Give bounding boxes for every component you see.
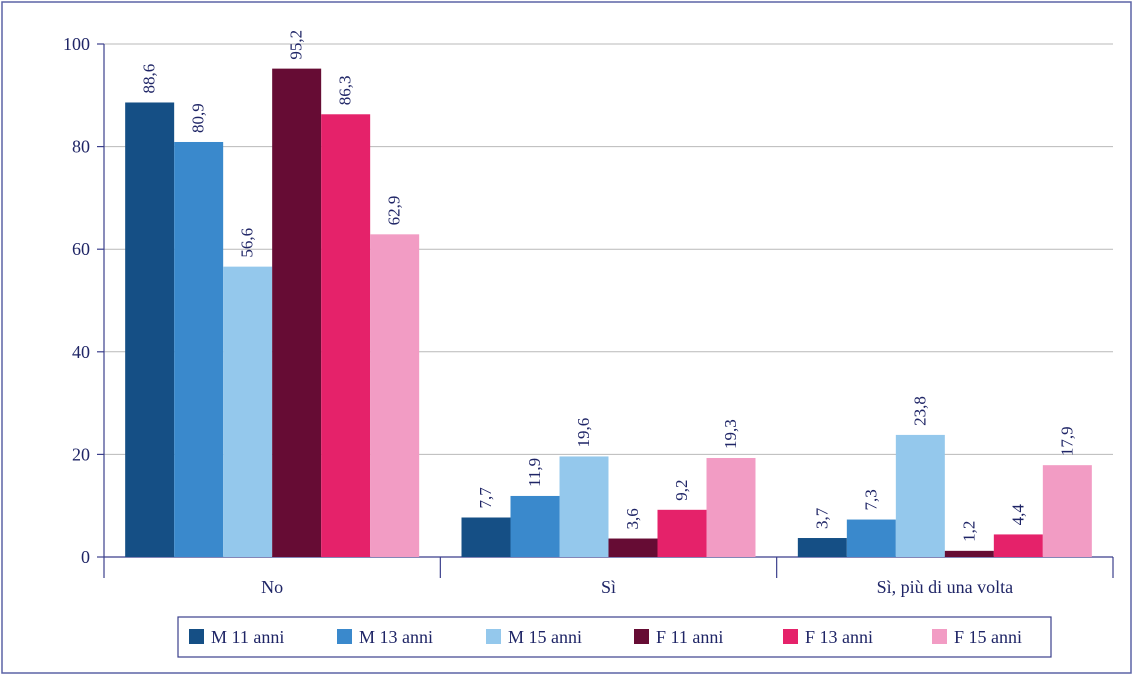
y-tick-label: 60 — [72, 239, 90, 259]
y-tick-label: 0 — [81, 547, 90, 567]
bar-value-label: 4,4 — [1008, 504, 1027, 526]
bar — [1042, 465, 1092, 557]
bar-value-label: 19,6 — [574, 418, 593, 448]
x-tick-label: Sì — [601, 577, 616, 597]
bar — [272, 68, 322, 558]
bar — [895, 434, 945, 557]
legend-label: M 13 anni — [359, 627, 433, 647]
y-tick-label: 40 — [72, 342, 90, 362]
bar — [370, 234, 420, 557]
bar-value-label: 95,2 — [287, 30, 306, 60]
bar-value-label: 80,9 — [189, 103, 208, 133]
bar-value-label: 1,2 — [959, 521, 978, 542]
bar — [706, 457, 756, 557]
bar-value-label: 11,9 — [525, 458, 544, 487]
legend-swatch — [189, 629, 204, 644]
legend-swatch — [337, 629, 352, 644]
bars — [125, 68, 1092, 558]
bar-value-label: 17,9 — [1057, 426, 1076, 456]
x-tick-label: Sì, più di una volta — [877, 577, 1014, 597]
bar — [993, 534, 1043, 557]
legend-swatch — [486, 629, 501, 644]
legend-label: F 15 anni — [954, 627, 1022, 647]
bar-value-label: 86,3 — [336, 76, 355, 106]
bar-value-label: 3,6 — [623, 508, 642, 529]
y-tick-label: 80 — [72, 137, 90, 157]
legend-swatch — [932, 629, 947, 644]
legend-box — [177, 616, 1052, 658]
bar — [608, 538, 658, 557]
bar — [461, 517, 511, 557]
bar-value-label: 23,8 — [910, 396, 929, 426]
bar-value-label: 9,2 — [672, 480, 691, 501]
bar — [797, 538, 847, 557]
bar — [174, 141, 224, 557]
bar-value-label: 88,6 — [140, 64, 159, 94]
legend-swatch — [634, 629, 649, 644]
bar — [223, 266, 273, 557]
bar-value-label: 7,7 — [476, 487, 495, 509]
bar — [846, 519, 896, 557]
legend-label: M 11 anni — [211, 627, 284, 647]
bar-value-label: 62,9 — [385, 196, 404, 226]
y-axis: 0 20 40 60 80 100 — [63, 34, 105, 567]
x-tick-label: No — [261, 577, 283, 597]
x-axis: No Sì Sì, più di una volta — [103, 556, 1114, 597]
bar-value-label: 7,3 — [861, 489, 880, 510]
bar — [657, 509, 707, 557]
bar-value-label: 3,7 — [812, 507, 831, 529]
bar — [559, 456, 609, 557]
bar-value-label: 19,3 — [721, 419, 740, 449]
y-tick-label: 100 — [63, 34, 90, 54]
legend-label: F 11 anni — [656, 627, 723, 647]
bar — [125, 102, 175, 558]
y-tick-label: 20 — [72, 444, 90, 464]
legend: M 11 anni M 13 anni M 15 anni F 11 anni F 13… — [177, 616, 1052, 658]
bar-value-labels: 88,6 7,7 3,7 80,9 11,9 7,3 56,6 19,6 23,8 95,2 3,6… — [140, 30, 1077, 542]
bar — [510, 495, 560, 557]
legend-swatch — [783, 629, 798, 644]
legend-label: F 13 anni — [805, 627, 873, 647]
legend-label: M 15 anni — [508, 627, 582, 647]
bar-value-label: 56,6 — [238, 228, 257, 258]
bar — [321, 114, 371, 557]
bar — [944, 550, 994, 557]
